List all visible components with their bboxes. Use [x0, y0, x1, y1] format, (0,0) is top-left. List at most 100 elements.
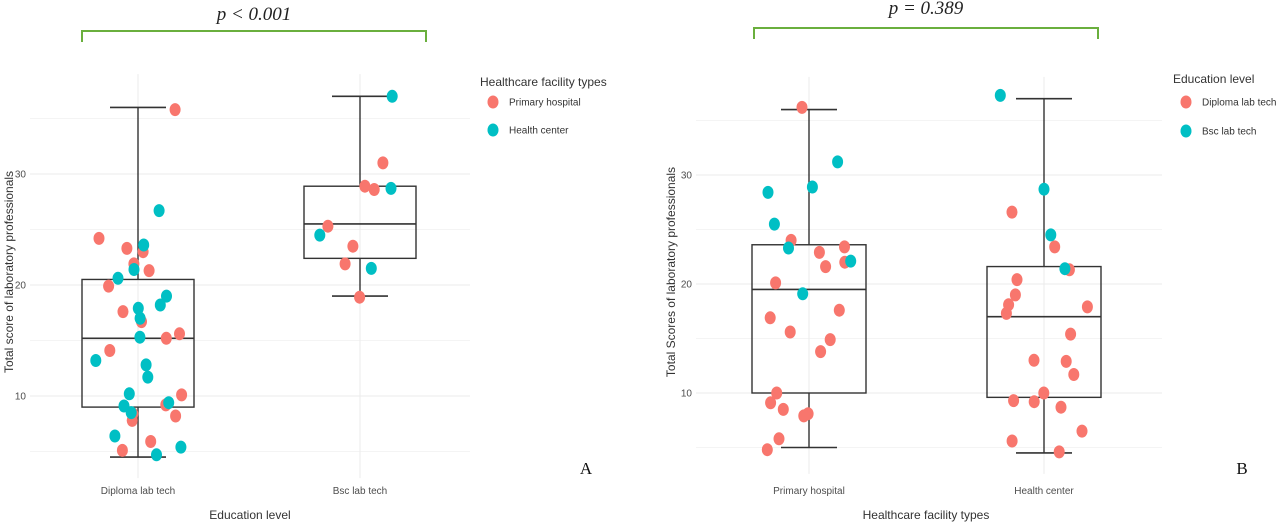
- data-point: [1028, 353, 1040, 367]
- data-point: [777, 402, 789, 416]
- data-point: [796, 100, 808, 114]
- y-tick-label: 10: [681, 389, 693, 400]
- data-point: [314, 228, 326, 242]
- data-point: [109, 429, 121, 443]
- data-point: [773, 432, 785, 446]
- data-point: [93, 231, 105, 245]
- data-point: [142, 370, 154, 384]
- data-point: [762, 185, 774, 199]
- data-point: [377, 156, 389, 170]
- data-point: [123, 387, 135, 401]
- data-point: [112, 271, 124, 285]
- x-tick-label: Primary hospital: [773, 486, 845, 497]
- y-tick-label: 10: [15, 392, 27, 403]
- p-value-label: p < 0.001: [215, 4, 292, 25]
- significance-bracket: [81, 30, 427, 42]
- box-iqr: [751, 244, 867, 394]
- data-point: [163, 396, 175, 410]
- legend-key: [487, 123, 499, 137]
- data-point: [833, 303, 845, 317]
- data-point: [797, 287, 809, 301]
- data-point: [385, 181, 397, 195]
- data-point: [845, 254, 857, 268]
- data-point: [175, 440, 187, 454]
- data-point: [90, 354, 102, 367]
- data-point: [174, 327, 185, 341]
- data-point: [1059, 262, 1071, 276]
- data-point: [1060, 354, 1072, 368]
- data-point: [761, 443, 773, 457]
- data-point: [764, 311, 776, 325]
- data-point: [1076, 424, 1088, 438]
- y-tick-label: 30: [681, 171, 693, 182]
- data-point: [145, 435, 157, 448]
- panel-letter: A: [580, 459, 593, 478]
- data-point: [153, 204, 165, 218]
- data-point: [1049, 240, 1061, 254]
- data-point: [1045, 228, 1057, 242]
- data-point: [1038, 182, 1050, 196]
- data-point: [132, 301, 144, 315]
- data-point: [813, 245, 825, 259]
- data-point: [121, 241, 133, 255]
- box-iqr: [81, 278, 195, 408]
- data-point: [365, 261, 377, 275]
- data-point: [1065, 327, 1077, 341]
- x-tick-label: Diploma lab tech: [101, 486, 175, 497]
- data-point: [1006, 205, 1018, 219]
- data-point: [839, 240, 850, 254]
- x-axis-title: Education level: [209, 508, 290, 522]
- data-point: [143, 264, 155, 278]
- data-point: [125, 406, 137, 420]
- data-point: [138, 238, 150, 252]
- legend-label: Health center: [509, 126, 569, 137]
- legend-label: Bsc lab tech: [1202, 127, 1256, 138]
- data-point: [1011, 273, 1023, 287]
- data-point: [1081, 300, 1093, 314]
- x-tick-label: Bsc lab tech: [333, 486, 387, 497]
- data-point: [339, 257, 351, 271]
- panel-b: p = 0.389 10 20 30 Primary hospital Health ce…: [664, 0, 1276, 522]
- x-axis-title: Healthcare facility types: [863, 508, 990, 522]
- data-point: [322, 219, 334, 233]
- data-point: [824, 333, 836, 347]
- y-tick-label: 20: [15, 281, 27, 292]
- data-point: [815, 345, 827, 359]
- data-point: [1006, 434, 1018, 448]
- data-point: [169, 103, 181, 117]
- y-tick-label: 20: [681, 280, 693, 291]
- data-point: [806, 180, 818, 194]
- data-point: [765, 396, 777, 410]
- x-tick-label: Health center: [1014, 486, 1074, 497]
- p-value-label: p = 0.389: [887, 0, 964, 19]
- data-point: [160, 331, 172, 345]
- data-point: [1000, 306, 1012, 320]
- data-point: [151, 448, 162, 462]
- data-point: [783, 241, 794, 255]
- data-point: [771, 386, 783, 400]
- data-point: [784, 325, 796, 339]
- data-point: [368, 183, 380, 196]
- legend-key: [487, 95, 499, 109]
- data-point: [128, 263, 140, 276]
- data-point: [770, 276, 782, 290]
- legend-label: Primary hospital: [509, 98, 581, 109]
- y-axis-title: Total Scores of laboratory professionals: [664, 167, 678, 377]
- data-point: [798, 409, 810, 423]
- data-point: [994, 88, 1006, 102]
- panel-letter: B: [1236, 459, 1247, 478]
- data-point: [140, 358, 152, 372]
- data-point: [354, 290, 366, 304]
- data-point: [832, 155, 844, 169]
- y-tick-label: 30: [15, 170, 27, 181]
- data-point: [1028, 395, 1040, 409]
- data-point: [134, 311, 146, 325]
- significance-bracket: [753, 27, 1099, 39]
- data-point: [117, 305, 129, 319]
- data-point: [154, 298, 166, 312]
- data-point: [116, 443, 128, 457]
- data-point: [768, 217, 780, 231]
- legend-label: Diploma lab tech: [1202, 98, 1276, 109]
- data-point: [134, 330, 146, 344]
